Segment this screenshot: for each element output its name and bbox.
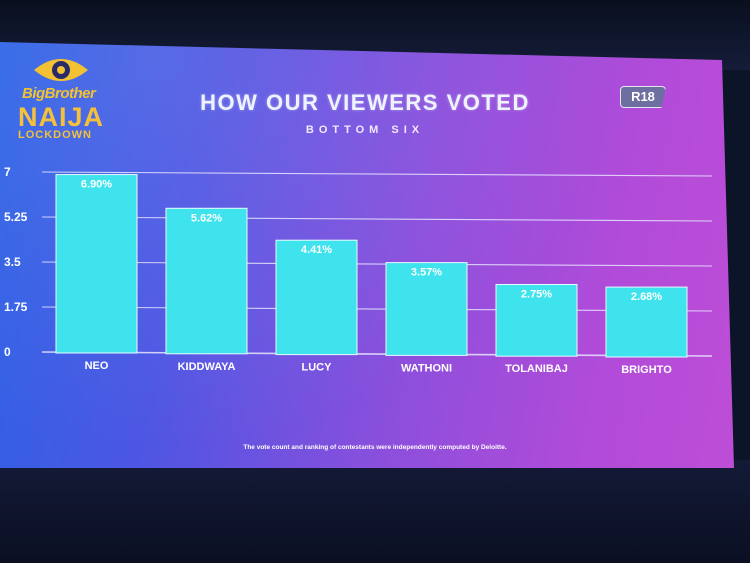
logo-text-lockdown: LOCKDOWN — [18, 129, 92, 141]
gridline — [41, 306, 713, 312]
x-category-label: LUCY — [302, 362, 333, 374]
x-category-label: BRIGHTO — [621, 364, 672, 376]
bar — [605, 286, 688, 358]
y-tick-label: 7 — [4, 165, 11, 179]
show-logo: BigBrother NAIJA LOCKDOWN — [14, 52, 114, 147]
y-tick-label: 1.75 — [4, 300, 28, 314]
y-tick-label: 5.25 — [4, 210, 28, 224]
bar — [495, 283, 578, 357]
chart-subtitle: BOTTOM SIX — [305, 124, 425, 136]
gridline — [41, 216, 713, 222]
bar-value-label: 3.57% — [411, 267, 442, 279]
x-category-label: NEO — [85, 360, 109, 372]
bar-value-label: 6.90% — [81, 179, 112, 191]
bar — [275, 239, 358, 356]
gridline — [41, 171, 713, 177]
bar — [165, 207, 248, 355]
room-background-bottom — [0, 460, 750, 563]
eye-logo-icon — [34, 59, 88, 81]
x-category-label: TOLANIBAJ — [505, 363, 568, 375]
bar — [385, 262, 468, 356]
x-category-label: KIDDWAYA — [178, 361, 236, 373]
logo-text-bigbrother: BigBrother — [22, 85, 96, 102]
y-tick-label: 0 — [4, 345, 11, 359]
bar-value-label: 5.62% — [191, 212, 222, 224]
bar — [55, 174, 138, 354]
bar-value-label: 2.75% — [521, 288, 552, 300]
footnote: The vote count and ranking of contestant… — [243, 444, 507, 451]
gridline — [41, 261, 713, 267]
y-tick-label: 3.5 — [4, 255, 21, 269]
x-category-label: WATHONI — [401, 362, 452, 374]
bar-value-label: 4.41% — [301, 244, 332, 256]
chart-title: HOW OUR VIEWERS VOTED — [200, 90, 530, 115]
logo-text-naija: NAIJA — [18, 102, 105, 132]
gridline — [41, 351, 713, 357]
bar-value-label: 2.68% — [631, 291, 662, 303]
